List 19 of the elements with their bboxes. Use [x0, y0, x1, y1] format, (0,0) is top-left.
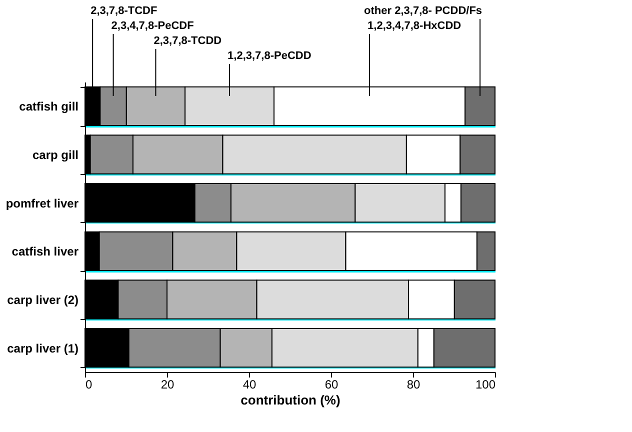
y-tick-label: carp liver (1) [7, 341, 78, 356]
text: other 2,3,7,8- PCDD/Fs [364, 5, 482, 17]
text: 2,3,7,8-TCDD [154, 35, 222, 47]
x-tick-label: 40 [242, 378, 256, 392]
text: 2,3,4,7,8-PeCDF [111, 20, 194, 32]
x-axis-title: contribution (%) [240, 392, 340, 408]
x-tick-label: 80 [406, 378, 420, 392]
y-tick-label: catfish liver [12, 244, 79, 259]
x-tick-label: 0 [86, 378, 92, 392]
text: 2,3,7,8-TCDF [90, 5, 158, 17]
x-tick-label: 20 [160, 378, 174, 392]
x-tick-label: 60 [324, 378, 338, 392]
y-tick-label: catfish gill [19, 100, 78, 114]
y-tick-label: pomfret liver [6, 196, 79, 210]
text: 1,2,3,7,8-PeCDD [228, 50, 312, 62]
x-tick-label: 100 [475, 378, 496, 392]
y-tick-label: carp liver (2) [7, 293, 78, 307]
y-tick-label: carp gill [32, 148, 78, 162]
text: 1,2,3,4,7,8-HxCDD [368, 20, 462, 32]
